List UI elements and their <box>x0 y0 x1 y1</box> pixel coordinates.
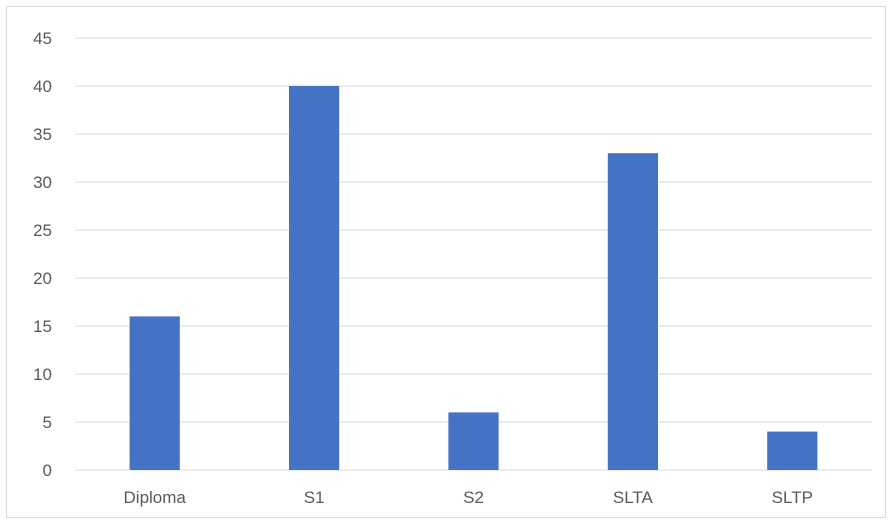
bar-s2 <box>448 412 499 470</box>
y-tick-label: 0 <box>43 461 52 480</box>
x-category-label: S1 <box>304 488 325 507</box>
bar-s1 <box>288 86 340 470</box>
y-tick-label: 25 <box>33 221 52 240</box>
y-tick-label: 35 <box>33 125 52 144</box>
y-tick-label: 5 <box>43 413 52 432</box>
gridlines <box>75 37 872 471</box>
y-tick-label: 40 <box>33 77 52 96</box>
y-tick-label: 15 <box>33 317 52 336</box>
x-category-label: SLTP <box>772 488 813 507</box>
bar-sltp <box>767 431 818 470</box>
x-category-label: S2 <box>463 488 484 507</box>
bar-diploma <box>129 316 180 470</box>
bar-slta <box>607 153 659 470</box>
y-tick-label: 30 <box>33 173 52 192</box>
x-axis-category-labels: Diploma S1 S2 SLTA SLTP <box>124 488 813 507</box>
y-tick-label: 20 <box>33 269 52 288</box>
y-tick-label: 10 <box>33 365 52 384</box>
bars <box>129 86 818 470</box>
y-axis-tick-labels: 0 5 10 15 20 25 30 35 40 45 <box>33 29 52 480</box>
x-category-label: SLTA <box>613 488 654 507</box>
x-category-label: Diploma <box>124 488 187 507</box>
y-tick-label: 45 <box>33 29 52 48</box>
